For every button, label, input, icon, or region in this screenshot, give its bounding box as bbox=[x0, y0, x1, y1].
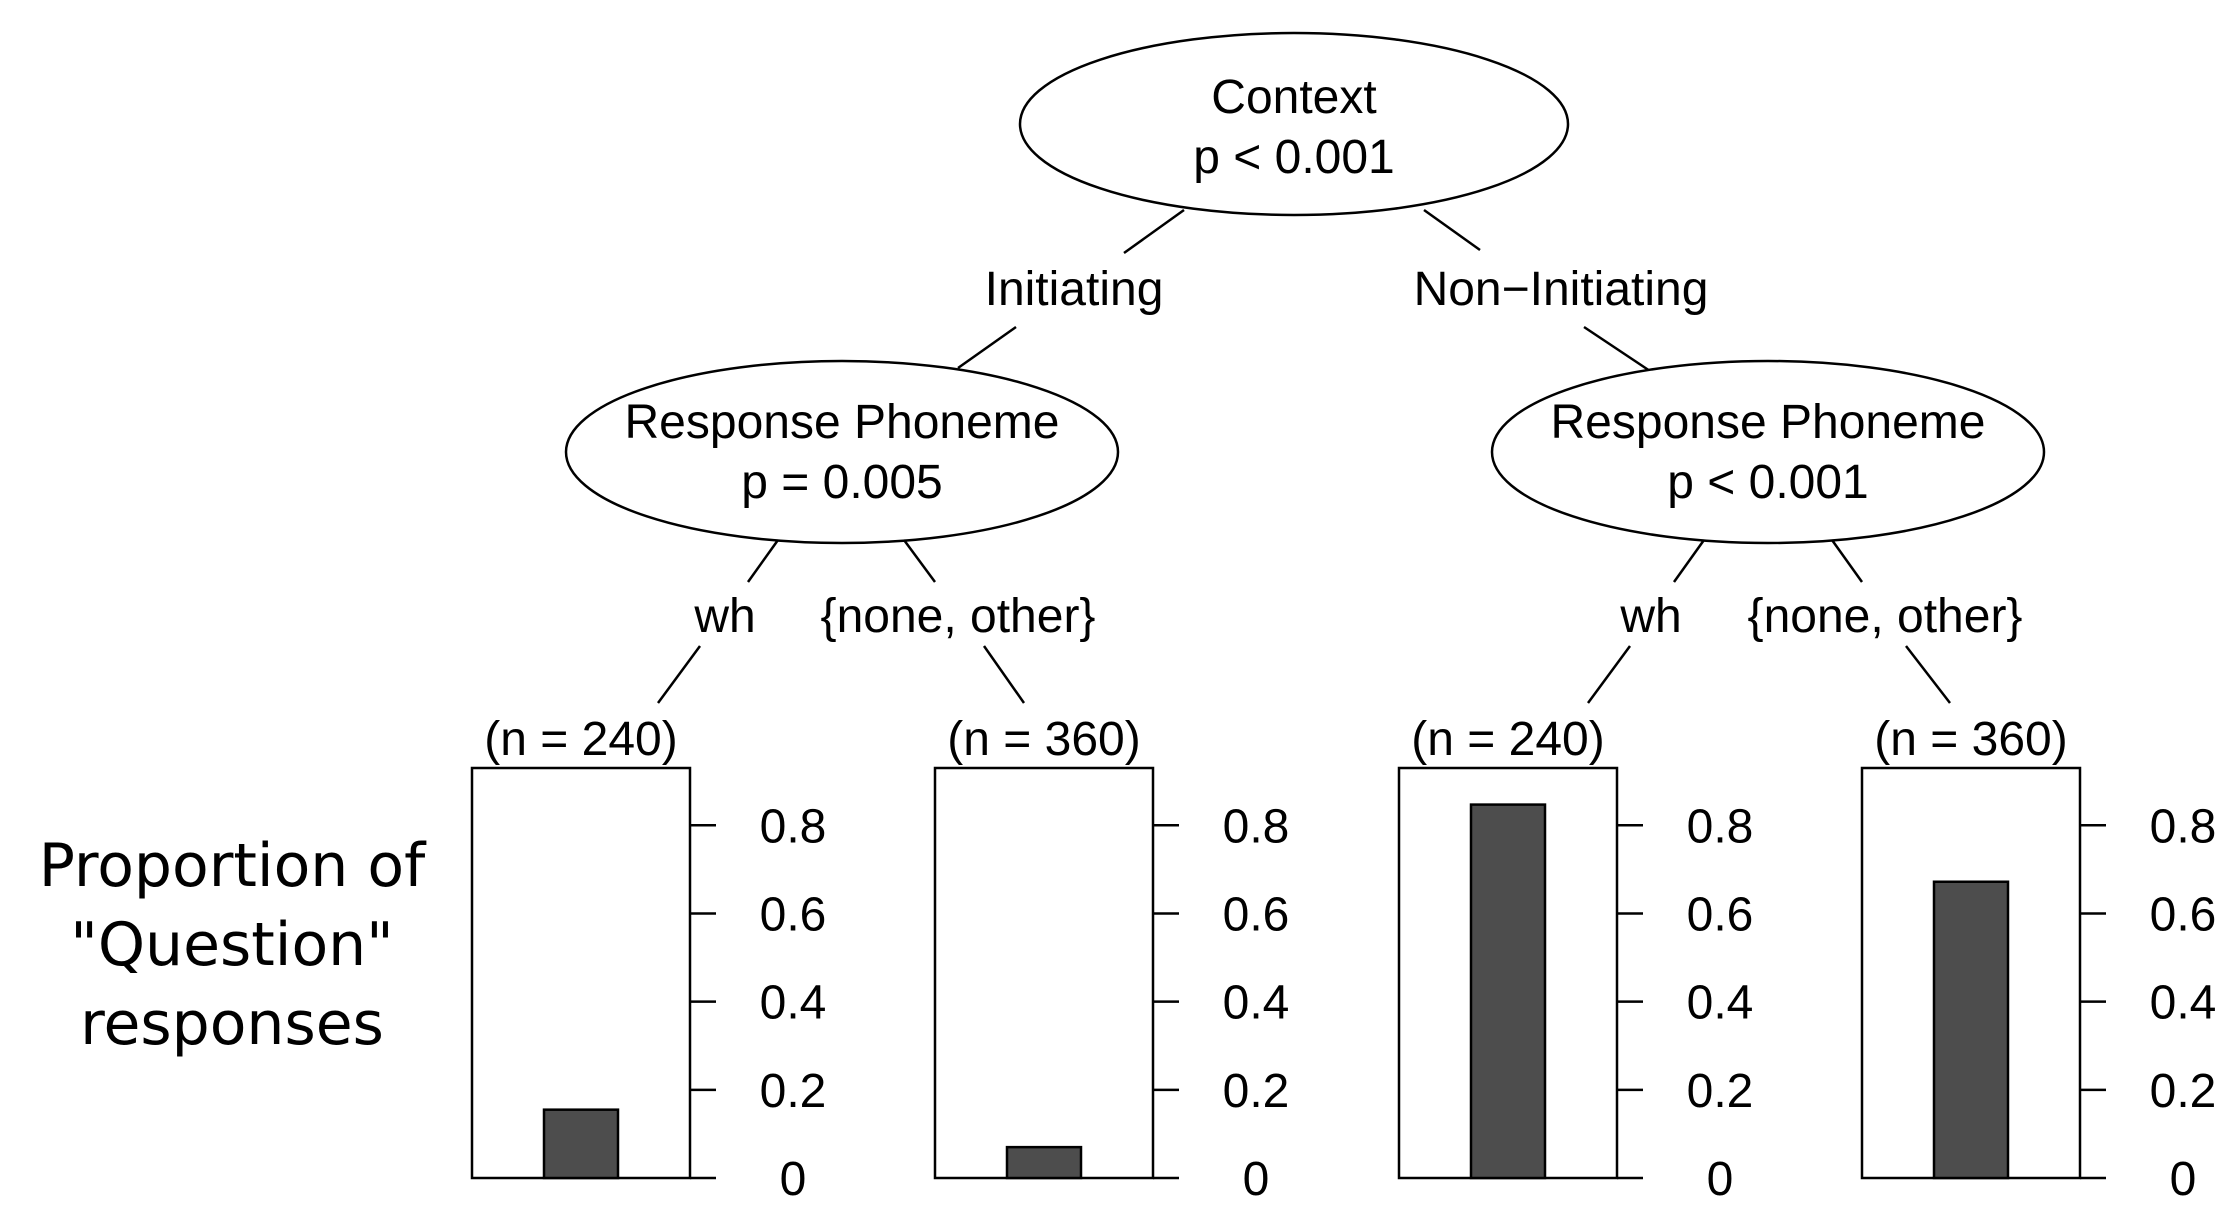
inner-node-left-variable: Response Phoneme bbox=[625, 396, 1060, 449]
inner-node-right-p-value: p < 0.001 bbox=[1667, 456, 1869, 509]
proportion-bar bbox=[1469, 803, 1547, 1180]
inner-node-left: Response Phoneme p = 0.005 bbox=[564, 359, 1120, 545]
y-tick-label: 0 bbox=[1707, 1153, 1734, 1206]
y-tick-label: 0 bbox=[2170, 1153, 2197, 1206]
y-tick-label: 0.4 bbox=[1687, 977, 1754, 1030]
edge-label-right-wh: wh bbox=[1619, 590, 1681, 643]
proportion-bar bbox=[1005, 1145, 1083, 1180]
y-tick-label: 0.4 bbox=[2150, 977, 2217, 1030]
edge-label-initiating: Initiating bbox=[985, 263, 1164, 316]
y-tick-label: 0.2 bbox=[1687, 1065, 1754, 1118]
y-tick-label: 0.8 bbox=[760, 800, 827, 853]
y-axis-label-line-3: responses bbox=[80, 989, 384, 1059]
terminal-bar-panels: (n = 240) 0 0.2 0.4 0.6 0.8 (n = 360) 0 0.2 0.4 0.… bbox=[470, 713, 2217, 1206]
y-tick-label: 0.6 bbox=[1223, 888, 1290, 941]
inner-node-right: Response Phoneme p < 0.001 bbox=[1490, 359, 2046, 545]
panel-n-label: (n = 360) bbox=[1874, 713, 2067, 766]
y-tick-label: 0.8 bbox=[1687, 800, 1754, 853]
edge-label-left-none-other: {none, other} bbox=[821, 590, 1096, 643]
inner-node-left-p-value: p = 0.005 bbox=[741, 456, 943, 509]
root-node-variable: Context bbox=[1211, 71, 1376, 124]
y-tick-label: 0.2 bbox=[760, 1065, 827, 1118]
edge-label-non-initiating: Non−Initiating bbox=[1414, 263, 1709, 316]
y-tick-label: 0.2 bbox=[2150, 1065, 2217, 1118]
edge-label-left-wh: wh bbox=[693, 590, 755, 643]
inner-node-right-variable: Response Phoneme bbox=[1551, 396, 1986, 449]
root-node-p-value: p < 0.001 bbox=[1193, 131, 1395, 184]
y-tick-label: 0.6 bbox=[2150, 888, 2217, 941]
proportion-bar bbox=[542, 1108, 620, 1180]
y-axis-label-line-1: Proportion of bbox=[39, 831, 427, 901]
proportion-bar bbox=[1932, 880, 2010, 1180]
y-tick-label: 0.4 bbox=[1223, 977, 1290, 1030]
y-tick-label: 0 bbox=[780, 1153, 807, 1206]
root-edges bbox=[957, 208, 1651, 373]
y-tick-label: 0.2 bbox=[1223, 1065, 1290, 1118]
root-node: Context p < 0.001 bbox=[1018, 31, 1570, 217]
y-tick-label: 0.6 bbox=[1687, 888, 1754, 941]
edge-label-right-none-other: {none, other} bbox=[1748, 590, 2023, 643]
y-tick-label: 0.8 bbox=[1223, 800, 1290, 853]
terminal-panel-2: (n = 360) 0 0.2 0.4 0.6 0.8 bbox=[933, 713, 1290, 1206]
y-tick-label: 0.8 bbox=[2150, 800, 2217, 853]
terminal-panel-4: (n = 360) 0 0.2 0.4 0.6 0.8 bbox=[1860, 713, 2217, 1206]
terminal-panel-3: (n = 240) 0 0.2 0.4 0.6 0.8 bbox=[1397, 713, 1754, 1206]
panel-n-label: (n = 240) bbox=[1411, 713, 1604, 766]
y-tick-label: 0.6 bbox=[760, 888, 827, 941]
y-tick-label: 0 bbox=[1243, 1153, 1270, 1206]
y-tick-label: 0.4 bbox=[760, 977, 827, 1030]
terminal-panel-1: (n = 240) 0 0.2 0.4 0.6 0.8 bbox=[470, 713, 827, 1206]
panel-frame bbox=[933, 766, 1155, 1180]
inner-edges bbox=[656, 539, 1951, 704]
y-axis-label-line-2: "Question" bbox=[70, 910, 394, 980]
panel-n-label: (n = 240) bbox=[484, 713, 677, 766]
panel-n-label: (n = 360) bbox=[947, 713, 1140, 766]
